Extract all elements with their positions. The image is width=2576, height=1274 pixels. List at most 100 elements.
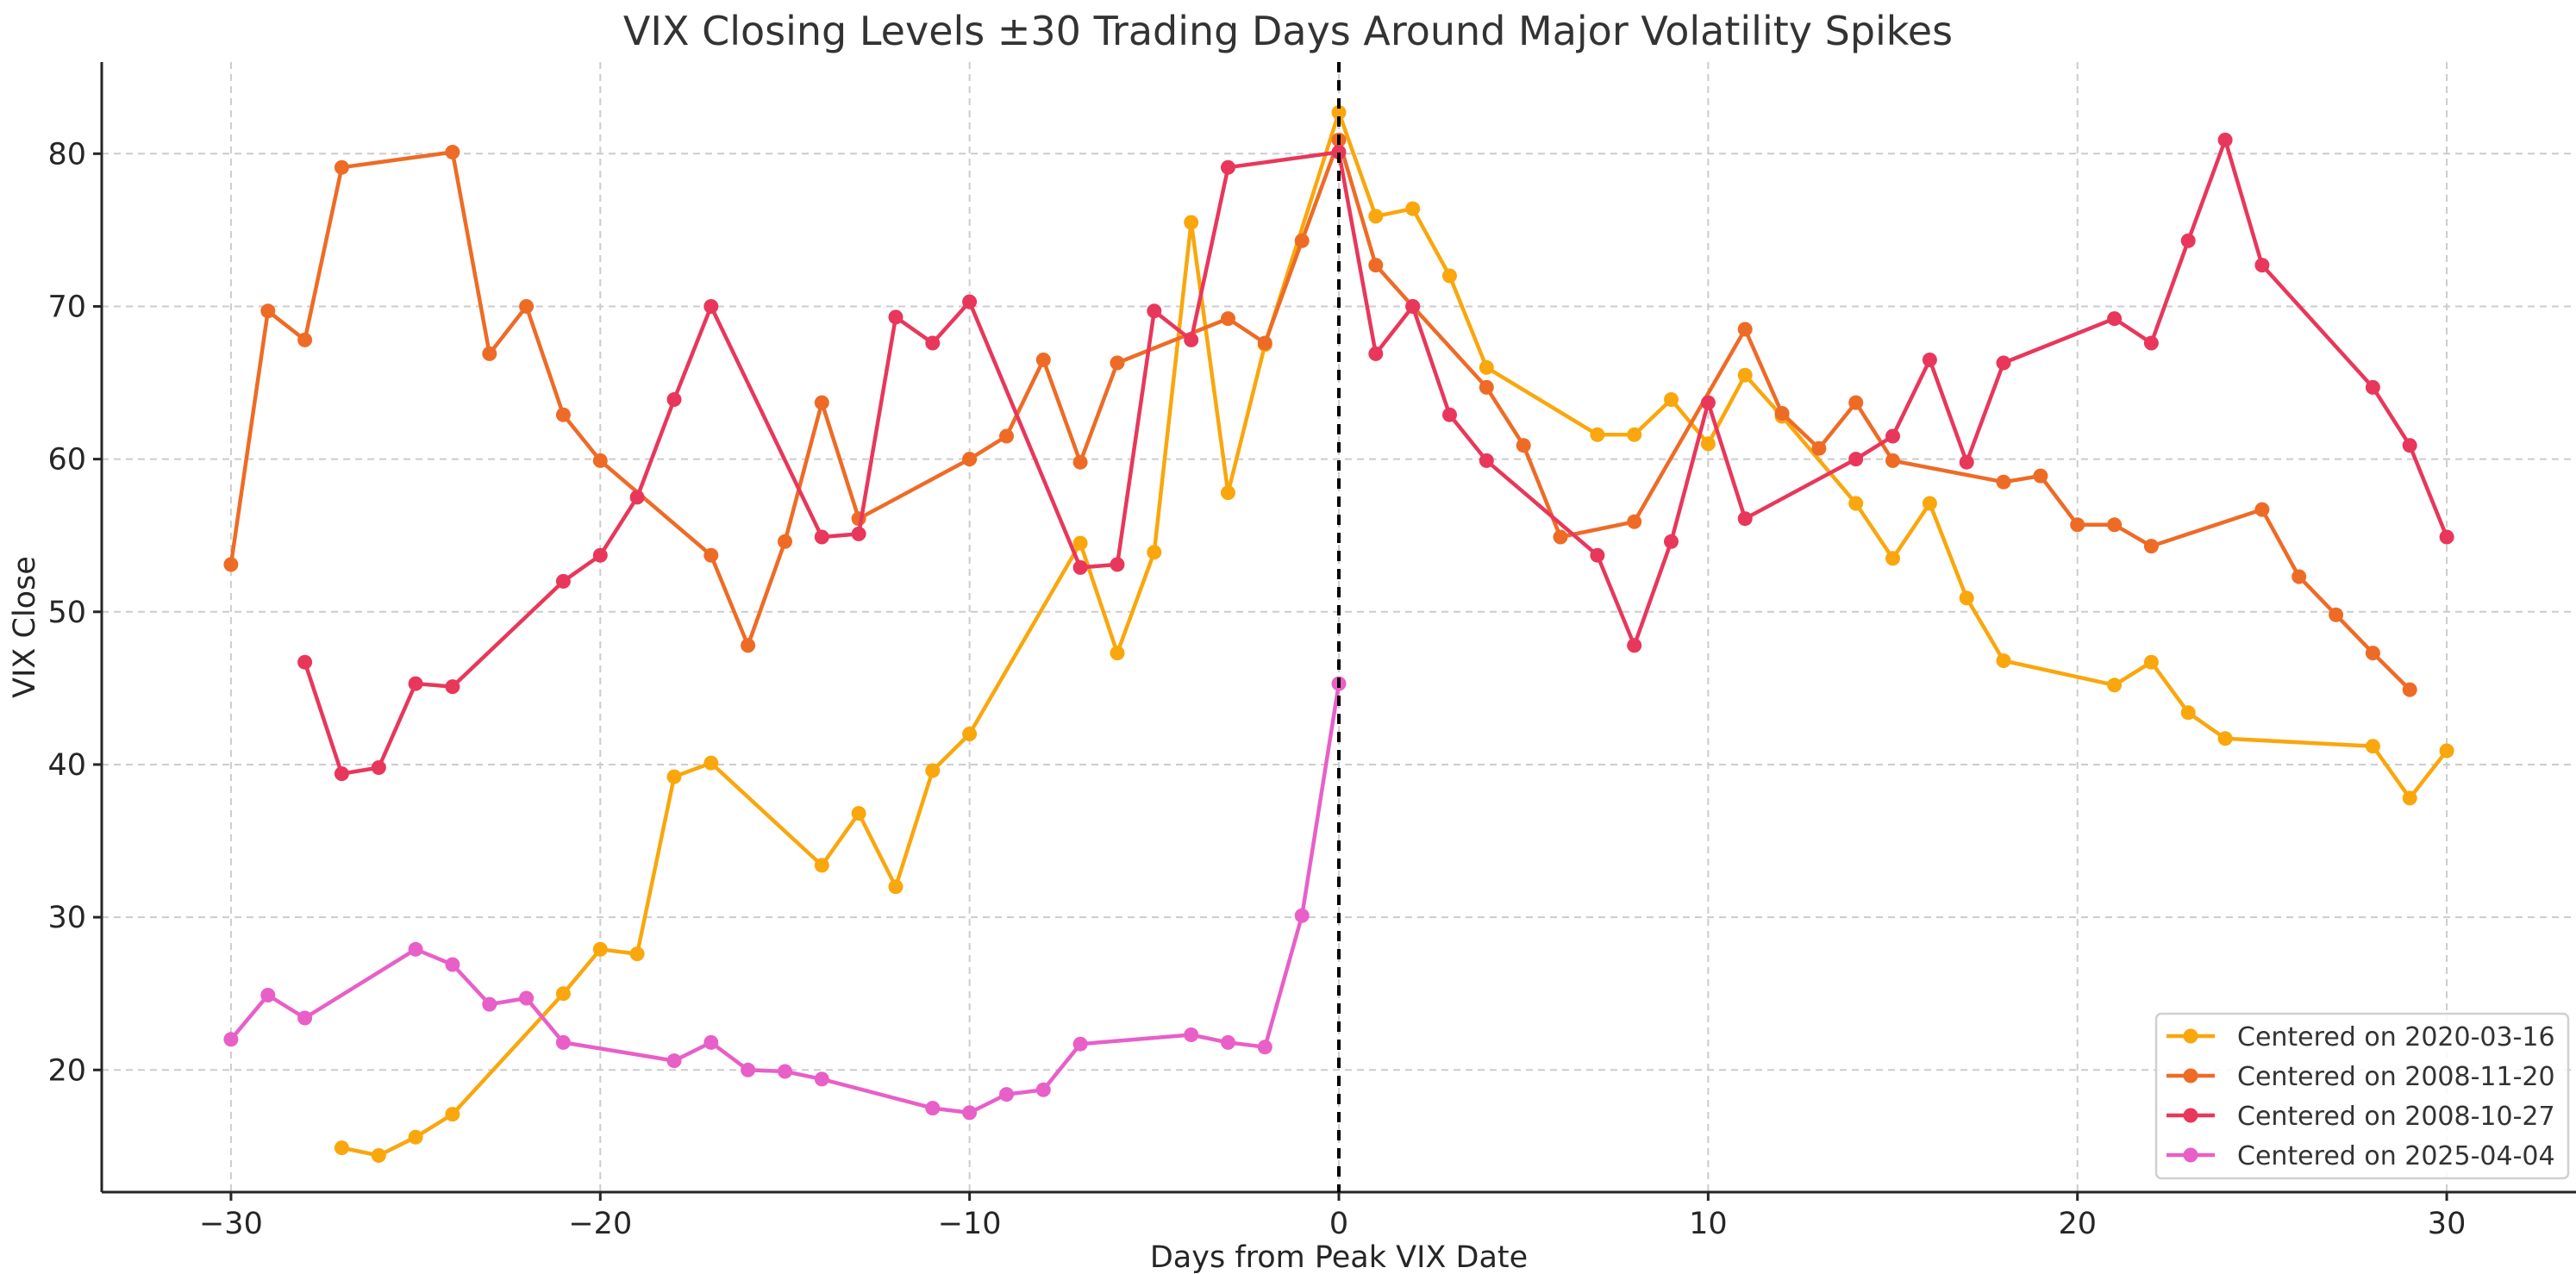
- data-point: [1184, 332, 1199, 347]
- data-point: [925, 1101, 941, 1116]
- x-tick-label: 10: [1689, 1207, 1728, 1241]
- data-point: [2107, 517, 2123, 533]
- data-point: [814, 1071, 829, 1087]
- data-point: [962, 452, 978, 467]
- x-tick-label: 30: [2428, 1207, 2467, 1241]
- data-point: [1737, 511, 1753, 527]
- data-point: [2180, 233, 2196, 248]
- data-point: [666, 392, 682, 407]
- data-point: [1516, 438, 1531, 453]
- data-point: [1405, 299, 1421, 314]
- data-point: [555, 986, 571, 1002]
- legend-label: Centered on 2020-03-16: [2237, 1022, 2555, 1052]
- data-point: [2402, 438, 2417, 453]
- series-line: [341, 110, 2448, 1158]
- data-point: [962, 294, 978, 309]
- data-point: [2439, 743, 2454, 759]
- chart-legend: Centered on 2020-03-16 Centered on 2008-1…: [2154, 1012, 2570, 1180]
- data-point: [1331, 105, 1347, 120]
- data-point: [592, 453, 608, 468]
- data-point: [1110, 355, 1125, 371]
- data-point: [1405, 201, 1421, 216]
- data-point: [1737, 322, 1753, 337]
- data-point: [778, 534, 792, 549]
- data-point: [297, 654, 313, 670]
- data-point: [297, 332, 313, 347]
- legend-item: Centered on 2008-11-20: [2166, 1062, 2555, 1092]
- data-point: [371, 1148, 386, 1163]
- data-point: [888, 309, 903, 325]
- data-point: [1664, 392, 1679, 407]
- data-point: [703, 755, 719, 771]
- data-point: [1072, 454, 1088, 470]
- y-axis-label: VIX Close: [8, 556, 42, 698]
- data-point: [1110, 557, 1125, 572]
- data-point: [1479, 379, 1494, 395]
- data-point: [1184, 1027, 1199, 1042]
- series-line: [228, 138, 2411, 691]
- data-point: [555, 407, 571, 422]
- data-point: [814, 529, 829, 545]
- data-point: [592, 941, 608, 957]
- data-point: [1368, 346, 1384, 361]
- data-point: [1848, 395, 1864, 410]
- chart-title: VIX Closing Levels ±30 Trading Days Arou…: [623, 8, 1953, 54]
- data-point: [223, 1032, 239, 1047]
- legend-item: Centered on 2020-03-16: [2166, 1022, 2555, 1052]
- data-point: [1257, 1040, 1272, 1055]
- data-point: [482, 346, 497, 361]
- y-tick-label: 60: [47, 443, 86, 478]
- series-2: [223, 132, 2417, 697]
- data-point: [297, 1010, 313, 1026]
- data-point: [1811, 440, 1827, 456]
- y-tick-label: 70: [47, 290, 86, 324]
- data-point: [1553, 529, 1568, 545]
- data-point: [592, 547, 608, 563]
- data-point: [1922, 353, 1937, 367]
- data-point: [1072, 535, 1088, 551]
- series-layer: [223, 62, 2454, 1192]
- data-point: [1368, 258, 1384, 273]
- data-point: [1072, 1036, 1088, 1052]
- data-point: [1885, 428, 1900, 444]
- data-point: [888, 879, 903, 895]
- data-point: [1221, 1034, 1235, 1050]
- data-point: [2070, 517, 2085, 533]
- x-tick-label: −10: [938, 1207, 1002, 1241]
- data-point: [1110, 646, 1125, 661]
- data-point: [445, 679, 460, 695]
- data-point: [1590, 547, 1605, 563]
- data-point: [519, 299, 535, 314]
- data-point: [1147, 303, 1162, 319]
- data-point: [1996, 355, 2011, 371]
- data-point: [741, 638, 756, 653]
- data-point: [1700, 436, 1716, 452]
- data-point: [2143, 539, 2159, 554]
- data-point: [2254, 502, 2270, 517]
- data-point: [925, 763, 941, 778]
- data-point: [703, 299, 719, 314]
- data-point: [1221, 311, 1235, 327]
- legend-box: [2154, 1012, 2570, 1180]
- data-point: [851, 526, 866, 541]
- data-point: [703, 547, 719, 563]
- legend-item: Centered on 2025-04-04: [2166, 1141, 2555, 1171]
- x-tick-label: 0: [1329, 1207, 1348, 1241]
- data-point: [2365, 739, 2380, 754]
- data-point: [1885, 551, 1900, 566]
- data-point: [1848, 452, 1864, 467]
- data-point: [1479, 359, 1494, 375]
- data-point: [334, 159, 349, 175]
- data-point: [445, 957, 460, 972]
- data-point: [1922, 496, 1937, 511]
- data-point: [2292, 569, 2307, 584]
- y-tick-label: 20: [47, 1053, 86, 1088]
- data-point: [260, 988, 276, 1002]
- data-point: [2402, 790, 2417, 806]
- data-point: [999, 1087, 1014, 1102]
- data-point: [962, 727, 978, 741]
- data-point: [445, 1107, 460, 1122]
- series-line: [229, 683, 1341, 1115]
- data-point: [1257, 335, 1272, 351]
- x-tick-label: −30: [199, 1207, 263, 1241]
